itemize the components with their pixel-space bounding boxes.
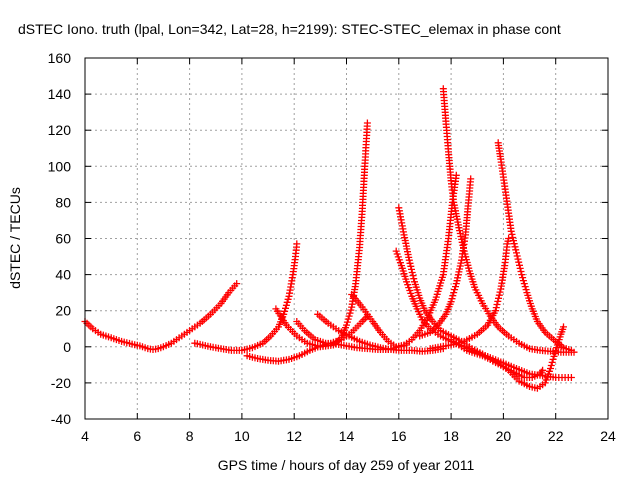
data-markers	[81, 85, 578, 392]
y-tick-label: 100	[48, 158, 72, 174]
y-tick-label: 20	[55, 303, 71, 319]
y-tick-label: 60	[55, 231, 71, 247]
chart-title: dSTEC Iono. truth (lpal, Lon=342, Lat=28…	[18, 21, 561, 37]
x-tick-label: 14	[339, 428, 355, 444]
series-markers	[392, 247, 575, 381]
y-tick-label: -40	[51, 411, 71, 427]
plot-frame	[84, 57, 609, 420]
y-tick-label: 120	[48, 122, 72, 138]
y-tick-label: 80	[55, 194, 71, 210]
data-series-13	[494, 139, 575, 354]
series-markers	[447, 323, 567, 392]
y-tick-label: 160	[48, 50, 72, 66]
x-tick-label: 12	[286, 428, 302, 444]
y-tick-label: 0	[63, 339, 71, 355]
x-tick-label: 4	[81, 428, 89, 444]
data-series-1	[81, 280, 241, 353]
y-tick-label: -20	[51, 375, 71, 391]
series-markers	[191, 240, 301, 354]
x-tick-label: 10	[234, 428, 250, 444]
y-axis-label: dSTEC / TECUs	[7, 187, 23, 289]
data-series-11	[439, 85, 578, 356]
grid-lines	[85, 58, 608, 419]
series-markers	[81, 280, 241, 353]
x-tick-label: 22	[548, 428, 564, 444]
y-tick-label: 40	[55, 267, 71, 283]
x-tick-label: 6	[133, 428, 141, 444]
y-tick-label: 140	[48, 86, 72, 102]
x-axis-label: GPS time / hours of day 259 of year 2011	[218, 457, 475, 473]
x-tick-label: 8	[186, 428, 194, 444]
x-tick-label: 16	[391, 428, 407, 444]
axis-ticks: 4 6 8 10 12 14 16 18 20 22 24 -40 -20 0 20 40 60 80 100 120…	[48, 50, 616, 444]
x-tick-label: 24	[600, 428, 616, 444]
x-tick-label: 20	[496, 428, 512, 444]
series-markers	[426, 235, 513, 353]
series-markers	[416, 175, 475, 340]
data-series-8	[392, 247, 575, 381]
data-series-2	[191, 240, 301, 354]
series-markers	[494, 139, 575, 354]
data-series-14	[447, 323, 567, 392]
data-series-10	[416, 175, 475, 340]
x-tick-label: 18	[443, 428, 459, 444]
data-series-12	[426, 235, 513, 353]
series-markers	[439, 85, 578, 356]
